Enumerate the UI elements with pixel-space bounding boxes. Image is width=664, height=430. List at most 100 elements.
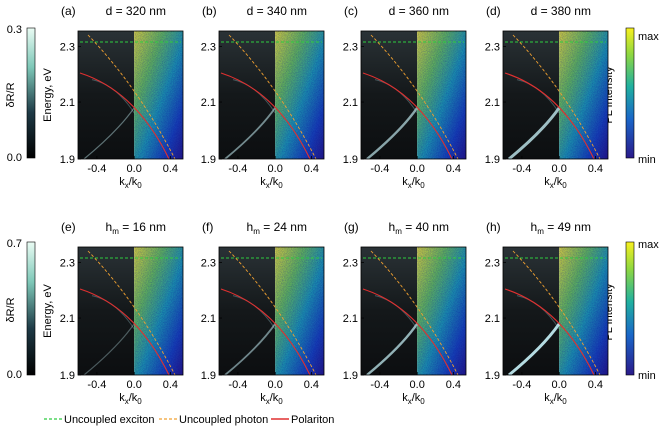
reflectance-colorbar-row2: 0.7 0.0 δR/R xyxy=(5,238,36,381)
legend-exciton: Uncoupled exciton xyxy=(64,414,155,426)
panel-tag: (f) xyxy=(202,220,213,234)
y-tick-label: 2.1 xyxy=(60,313,75,325)
colorbar-label: δR/R xyxy=(5,82,17,107)
x-tick-label: -0.4 xyxy=(370,379,389,391)
x-tick-label: 0.0 xyxy=(410,163,425,175)
reflectance-colorbar-row1: 0.3 0.0 δR/R xyxy=(5,24,36,164)
y-tick-label: 2.1 xyxy=(485,313,500,325)
x-tick-label: 0.4 xyxy=(304,379,319,391)
colorbar-label: δR/R xyxy=(5,297,17,322)
panel-title: d = 320 nm xyxy=(106,4,166,18)
panel-tag: (g) xyxy=(344,220,359,234)
x-tick-label: 0.4 xyxy=(163,379,178,391)
y-tick-label: 2.1 xyxy=(201,313,216,325)
x-tick-label: -0.4 xyxy=(228,163,247,175)
x-tick-label: -0.4 xyxy=(512,379,531,391)
y-tick-label: 2.1 xyxy=(485,97,500,109)
y-tick-label: 2.3 xyxy=(343,257,358,269)
panels: 1.9 2.1 2.3 -0.4 0.0 0.4 kx/k0 Energy, eV (a) d =… xyxy=(42,4,609,406)
panel-tag: (a) xyxy=(61,4,76,18)
panel-title: d = 360 nm xyxy=(389,4,449,18)
x-tick-label: 0.0 xyxy=(552,163,567,175)
x-tick-label: 0.4 xyxy=(304,163,319,175)
x-tick-label: 0.4 xyxy=(163,163,178,175)
y-tick-label: 1.9 xyxy=(485,370,500,382)
y-tick-label: 1.9 xyxy=(343,370,358,382)
y-tick-label: 2.1 xyxy=(343,313,358,325)
x-tick-label: 0.0 xyxy=(268,379,283,391)
colorbar-tick-min: 0.0 xyxy=(7,369,22,381)
panel-tag: (b) xyxy=(202,4,217,18)
y-tick-label: 1.9 xyxy=(201,154,216,166)
panel: 1.9 2.1 2.3 -0.4 0.0 0.4 kx/k0 (b) d = 340 nm xyxy=(201,4,325,190)
pl-max-label: max xyxy=(638,239,659,251)
y-tick-label: 1.9 xyxy=(485,154,500,166)
colorbar-tick-max: 0.7 xyxy=(7,238,22,250)
pl-colorbar-row2: max min PL Intensity xyxy=(603,239,659,382)
y-tick-label: 2.3 xyxy=(343,41,358,53)
y-tick-label: 2.3 xyxy=(485,257,500,269)
x-tick-label: -0.4 xyxy=(512,163,531,175)
y-tick-label: 2.1 xyxy=(343,97,358,109)
panel: 1.9 2.1 2.3 -0.4 0.0 0.4 kx/k0 Energy, eV (e) hm … xyxy=(42,220,184,406)
panel: 1.9 2.1 2.3 -0.4 0.0 0.4 kx/k0 (h) hm = 49 nm xyxy=(485,220,609,406)
x-axis-label: kx/k0 xyxy=(260,176,283,190)
x-tick-label: 0.4 xyxy=(588,163,603,175)
panel-title: hm = 16 nm xyxy=(106,220,166,236)
panel: 1.9 2.1 2.3 -0.4 0.0 0.4 kx/k0 Energy, eV (a) d =… xyxy=(42,4,184,190)
y-axis-label: Energy, eV xyxy=(42,68,54,122)
x-axis-label: kx/k0 xyxy=(119,392,142,406)
pl-colorbar-row1: max min PL Intensity xyxy=(603,27,659,166)
x-tick-label: -0.4 xyxy=(87,379,106,391)
y-tick-label: 2.3 xyxy=(485,41,500,53)
x-tick-label: 0.4 xyxy=(446,379,461,391)
panel-tag: (c) xyxy=(344,4,358,18)
y-tick-label: 1.9 xyxy=(60,370,75,382)
x-tick-label: 0.0 xyxy=(127,379,142,391)
y-tick-label: 2.3 xyxy=(60,41,75,53)
panel-tag: (d) xyxy=(486,4,501,18)
y-tick-label: 2.3 xyxy=(201,41,216,53)
x-axis-label: kx/k0 xyxy=(544,392,567,406)
x-axis-label: kx/k0 xyxy=(119,176,142,190)
x-tick-label: 0.0 xyxy=(127,163,142,175)
pl-min-label: min xyxy=(638,154,656,166)
panel: 1.9 2.1 2.3 -0.4 0.0 0.4 kx/k0 (c) d = 360 nm xyxy=(343,4,467,190)
panel-tag: (e) xyxy=(61,220,76,234)
x-axis-label: kx/k0 xyxy=(544,176,567,190)
panel-title: hm = 40 nm xyxy=(389,220,449,236)
x-tick-label: 0.4 xyxy=(588,379,603,391)
y-tick-label: 2.3 xyxy=(201,257,216,269)
y-axis-label: Energy, eV xyxy=(42,284,54,338)
pl-min-label: min xyxy=(638,370,656,382)
panel-title: d = 340 nm xyxy=(247,4,307,18)
y-tick-label: 1.9 xyxy=(201,370,216,382)
y-tick-label: 1.9 xyxy=(60,154,75,166)
colorbar-tick-min: 0.0 xyxy=(7,152,22,164)
panel: 1.9 2.1 2.3 -0.4 0.0 0.4 kx/k0 (g) hm = 40 nm xyxy=(343,220,467,406)
colorbar-tick-max: 0.3 xyxy=(7,24,22,36)
x-tick-label: 0.0 xyxy=(410,379,425,391)
pl-max-label: max xyxy=(638,31,659,43)
y-tick-label: 2.1 xyxy=(201,97,216,109)
y-tick-label: 1.9 xyxy=(343,154,358,166)
x-tick-label: -0.4 xyxy=(87,163,106,175)
legend-polariton: Polariton xyxy=(291,414,334,426)
panel-title: hm = 49 nm xyxy=(531,220,591,236)
x-tick-label: 0.4 xyxy=(446,163,461,175)
x-tick-label: 0.0 xyxy=(268,163,283,175)
y-tick-label: 2.1 xyxy=(60,97,75,109)
x-axis-label: kx/k0 xyxy=(402,176,425,190)
x-axis-label: kx/k0 xyxy=(402,392,425,406)
panel-title: hm = 24 nm xyxy=(247,220,307,236)
legend-photon: Uncoupled photon xyxy=(179,414,268,426)
x-tick-label: -0.4 xyxy=(228,379,247,391)
legend: Uncoupled exciton Uncoupled photon Polar… xyxy=(44,414,334,426)
x-axis-label: kx/k0 xyxy=(260,392,283,406)
panel: 1.9 2.1 2.3 -0.4 0.0 0.4 kx/k0 (d) d = 380 nm xyxy=(485,4,609,190)
panel-title: d = 380 nm xyxy=(531,4,591,18)
y-tick-label: 2.3 xyxy=(60,257,75,269)
x-tick-label: -0.4 xyxy=(370,163,389,175)
panel-tag: (h) xyxy=(486,220,501,234)
